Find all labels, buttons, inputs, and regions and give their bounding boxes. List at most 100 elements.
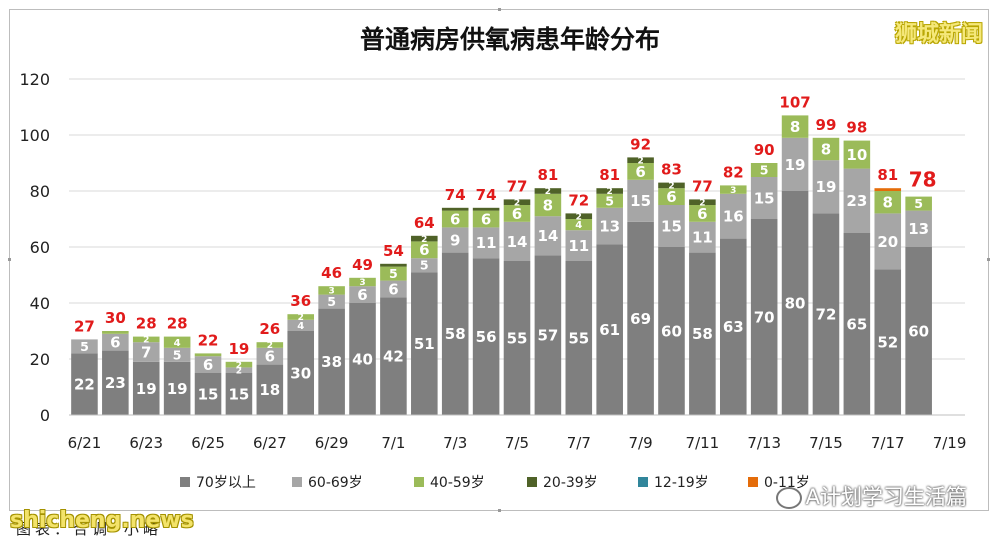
caption: 图表：合调•小略 — [16, 520, 162, 538]
bar-segment — [287, 331, 315, 415]
segment-value-label: 6 — [203, 356, 213, 374]
legend-item[interactable]: 70岁以上 — [180, 475, 256, 491]
resize-handle-top[interactable] — [498, 8, 501, 11]
segment-value-label: 5 — [760, 163, 769, 178]
resize-handle-left[interactable] — [8, 258, 11, 261]
total-value-label: 19 — [228, 340, 249, 358]
segment-value-label: 5 — [80, 339, 89, 354]
resize-handle-right[interactable] — [987, 258, 990, 261]
legend-label: 0-11岁 — [764, 475, 810, 491]
bar-stack: 19 54 28 — [163, 315, 191, 415]
segment-value-label: 6 — [512, 205, 522, 223]
bar-stack: 65 23 10 98 — [843, 119, 871, 415]
segment-value-label: 5 — [914, 196, 923, 211]
segment-value-label: 18 — [259, 381, 280, 399]
bar-segment — [411, 241, 438, 259]
legend-swatch — [180, 477, 190, 487]
segment-value-label: 2 — [699, 198, 705, 208]
bar-segment — [565, 261, 593, 415]
segment-value-label: 2 — [607, 187, 613, 197]
bar-stack: 70 15 5 90 — [750, 141, 778, 415]
segment-value-label: 15 — [198, 385, 219, 403]
total-value-label: 81 — [537, 166, 558, 184]
wechat-watermark: A计划学习生活篇 — [775, 481, 967, 511]
bar-segment — [719, 185, 747, 194]
bar-segment — [719, 238, 747, 415]
segment-value-label: 11 — [692, 229, 713, 247]
x-tick-label: 7/13 — [747, 434, 781, 452]
bar-segment — [843, 168, 871, 233]
legend-item[interactable]: 12-19岁 — [638, 475, 709, 491]
legend-item[interactable]: 0-11岁 — [748, 475, 810, 491]
segment-value-label: 55 — [568, 329, 589, 347]
total-value-label: 49 — [352, 256, 373, 274]
segment-value-label: 6 — [419, 241, 429, 259]
bar-segment — [102, 333, 129, 351]
bar-stack: 58 11 62 77 — [689, 177, 716, 415]
bar-stack: 15 22 19 — [225, 340, 253, 415]
segment-value-label: 2 — [576, 212, 582, 222]
segment-value-label: 55 — [507, 329, 528, 347]
bar-segment — [627, 163, 654, 180]
legend-swatch — [414, 477, 424, 487]
total-value-label: 36 — [290, 292, 311, 310]
legend-item[interactable]: 60-69岁 — [292, 475, 363, 491]
segment-value-label: 13 — [599, 217, 620, 235]
bar-segment — [225, 367, 253, 373]
bar-segment — [534, 216, 562, 256]
segment-value-label: 72 — [816, 306, 837, 324]
segment-value-label: 6 — [450, 210, 460, 228]
x-tick-label: 7/9 — [629, 434, 653, 452]
segment-value-label: 3 — [359, 278, 365, 288]
site-watermark: shicheng.news — [10, 508, 194, 533]
bar-segment — [905, 247, 932, 415]
bar-stack: 80 19 8 107 — [779, 93, 811, 415]
bar-segment — [102, 331, 129, 334]
bar-segment — [534, 193, 562, 217]
bar-segment — [658, 188, 685, 205]
bar-segment — [596, 193, 623, 208]
segment-value-label: 6 — [666, 188, 676, 206]
bar-segment — [503, 261, 531, 415]
bar-segment — [380, 297, 407, 415]
bar-segment — [596, 244, 623, 415]
watermark-text: A计划学习生活篇 — [805, 485, 967, 509]
total-value-label: 26 — [259, 320, 280, 338]
bar-segment — [781, 115, 809, 138]
legend-item[interactable]: 20-39岁 — [527, 475, 598, 491]
bar-stack: 58 9 6 74 — [441, 186, 469, 415]
total-value-label: 46 — [321, 264, 342, 282]
segment-value-label: 58 — [692, 325, 713, 343]
segment-value-label: 6 — [635, 163, 645, 181]
segment-value-label: 14 — [507, 233, 528, 251]
y-tick-label: 120 — [19, 70, 50, 89]
x-tick-label: 7/11 — [686, 434, 720, 452]
bar-segment — [719, 193, 747, 239]
legend-label: 60-69岁 — [308, 475, 363, 491]
segment-value-label: 52 — [877, 334, 898, 352]
total-value-label: 22 — [198, 331, 219, 349]
total-value-label: 74 — [445, 186, 466, 204]
bar-segment — [472, 258, 500, 415]
bar-segment — [102, 350, 129, 415]
bar-segment — [287, 314, 315, 320]
bar-segment — [287, 319, 315, 331]
legend-label: 70岁以上 — [196, 475, 256, 491]
segment-value-label: 8 — [790, 118, 800, 136]
bars: 2252723630197228195428156221522191862263… — [71, 93, 937, 415]
x-tick-label: 7/17 — [871, 434, 905, 452]
legend-item[interactable]: 40-59岁 — [414, 475, 485, 491]
bar-segment — [658, 247, 685, 415]
bar-stack: 60 15 62 83 — [658, 161, 685, 415]
segment-value-label: 2 — [267, 341, 273, 351]
x-tick-label: 7/5 — [505, 434, 529, 452]
bar-segment — [627, 221, 654, 415]
segment-value-label: 61 — [599, 321, 620, 339]
segment-value-label: 56 — [476, 328, 497, 346]
resize-handle-bottom[interactable] — [498, 509, 501, 512]
bar-segment — [441, 207, 469, 211]
bar-segment — [874, 269, 902, 415]
segment-value-label: 3 — [730, 186, 736, 196]
bar-segment — [750, 219, 778, 415]
